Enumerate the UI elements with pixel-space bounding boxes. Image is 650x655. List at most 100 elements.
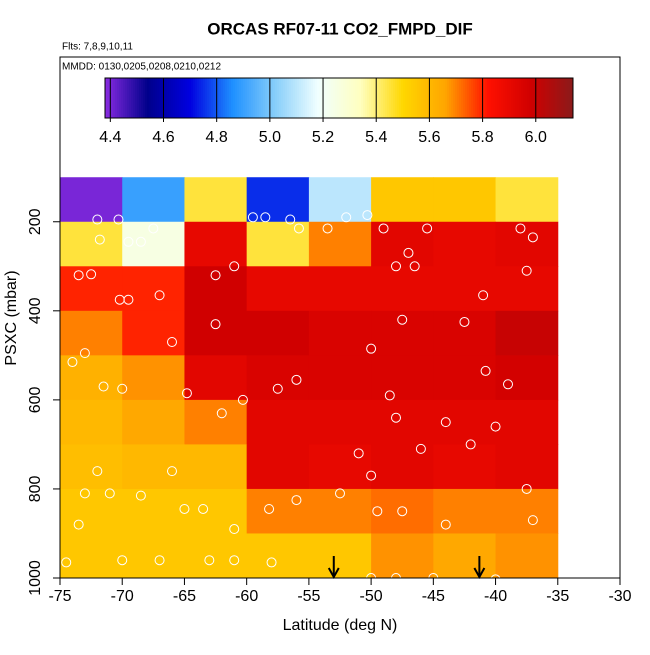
x-tick-label: -35 xyxy=(546,588,569,605)
colorbar-swatch xyxy=(389,78,392,118)
data-point xyxy=(260,212,271,223)
heatmap-cell xyxy=(495,488,559,534)
colorbar-swatch xyxy=(505,78,508,118)
colorbar-swatch xyxy=(223,78,226,118)
colorbar-swatch xyxy=(461,78,464,118)
data-point xyxy=(237,394,248,405)
colorbar-swatch xyxy=(227,78,230,118)
colorbar-swatch xyxy=(475,78,478,118)
colorbar-swatch xyxy=(459,78,462,118)
heatmap-cell xyxy=(246,266,310,312)
data-point xyxy=(397,314,408,325)
colorbar-swatch xyxy=(341,78,344,118)
colorbar-swatch xyxy=(337,78,340,118)
heatmap-cell xyxy=(184,177,248,223)
heatmap-cell xyxy=(184,533,248,579)
heatmap-cell xyxy=(246,399,310,445)
colorbar-frame xyxy=(104,77,574,119)
colorbar-swatch xyxy=(181,78,184,118)
heatmap-cell xyxy=(60,533,123,579)
colorbar-swatch xyxy=(163,78,166,118)
colorbar-swatch xyxy=(123,78,126,118)
heatmap-cell xyxy=(308,399,372,445)
colorbar-swatch xyxy=(107,78,110,118)
data-point xyxy=(391,412,401,423)
colorbar-swatch xyxy=(343,78,346,118)
colorbar-swatch xyxy=(169,78,172,118)
colorbar-swatch xyxy=(265,78,268,118)
colorbar-swatch xyxy=(267,78,270,118)
colorbar-swatch xyxy=(251,78,254,118)
colorbar-swatch xyxy=(175,78,178,118)
data-point xyxy=(527,515,538,526)
colorbar-swatch xyxy=(261,78,264,118)
colorbar-swatch xyxy=(555,78,558,118)
colorbar-swatch xyxy=(345,78,348,118)
colorbar-tick-label: 5.6 xyxy=(418,129,440,146)
colorbar-swatch xyxy=(207,78,210,118)
colorbar-swatch xyxy=(503,78,506,118)
colorbar-swatch xyxy=(225,78,228,118)
data-point xyxy=(264,503,275,514)
colorbar-swatch xyxy=(547,78,550,118)
colorbar-swatch xyxy=(429,78,432,118)
heatmap-cell xyxy=(495,310,559,356)
colorbar-swatch xyxy=(151,78,154,118)
colorbar-swatch xyxy=(149,78,152,118)
data-point xyxy=(362,210,373,221)
colorbar-swatch xyxy=(277,78,280,118)
data-point xyxy=(341,212,352,223)
data-point xyxy=(79,488,90,499)
heatmap-cell xyxy=(433,533,497,579)
colorbar-swatch xyxy=(533,78,536,118)
colorbar-swatch xyxy=(215,78,218,118)
colorbar-swatch xyxy=(285,78,288,118)
colorbar-swatch xyxy=(567,78,570,118)
x-tick-label: -30 xyxy=(608,588,631,605)
data-point xyxy=(521,265,532,276)
colorbar-swatch xyxy=(559,78,562,118)
heatmap-cell xyxy=(495,221,559,267)
colorbar-swatch xyxy=(403,78,406,118)
heatmap-cell xyxy=(122,444,185,490)
colorbar-swatch xyxy=(491,78,494,118)
colorbar-swatch xyxy=(177,78,180,118)
data-point xyxy=(459,316,470,327)
subtitle: Flts: 7,8,9,10,11 xyxy=(62,42,133,53)
data-point xyxy=(503,379,513,390)
colorbar-swatch xyxy=(421,78,424,118)
colorbar-swatch xyxy=(167,78,170,118)
chart-title: ORCAS RF07-11 CO2_FMPD_DIF xyxy=(207,19,472,38)
colorbar-swatch xyxy=(469,78,472,118)
colorbar-swatch xyxy=(219,78,222,118)
colorbar-swatch xyxy=(495,78,498,118)
colorbar-swatch xyxy=(379,78,382,118)
data-point xyxy=(465,439,476,450)
colorbar-swatch xyxy=(187,78,190,118)
colorbar-swatch xyxy=(519,78,522,118)
x-tick-label: -75 xyxy=(48,588,71,605)
colorbar-swatch xyxy=(321,78,324,118)
data-point xyxy=(229,261,240,272)
data-point xyxy=(123,294,134,305)
heatmap-cell xyxy=(433,444,497,490)
colorbar-swatch xyxy=(271,78,274,118)
colorbar-swatch xyxy=(531,78,534,118)
data-point xyxy=(94,234,105,245)
colorbar-swatch xyxy=(551,78,554,118)
colorbar-swatch xyxy=(145,78,148,118)
colorbar-swatch xyxy=(173,78,176,118)
heatmap-cell xyxy=(433,488,497,534)
data-point xyxy=(527,232,538,243)
colorbar-swatch xyxy=(183,78,186,118)
x-tick-label: -45 xyxy=(422,588,445,605)
data-point xyxy=(366,343,377,354)
data-point xyxy=(229,524,240,535)
colorbar-swatch xyxy=(377,78,380,118)
colorbar-swatch xyxy=(287,78,290,118)
colorbar-swatch xyxy=(253,78,256,118)
colorbar-swatch xyxy=(247,78,250,118)
colorbar-swatch xyxy=(373,78,376,118)
colorbar-swatch xyxy=(203,78,206,118)
